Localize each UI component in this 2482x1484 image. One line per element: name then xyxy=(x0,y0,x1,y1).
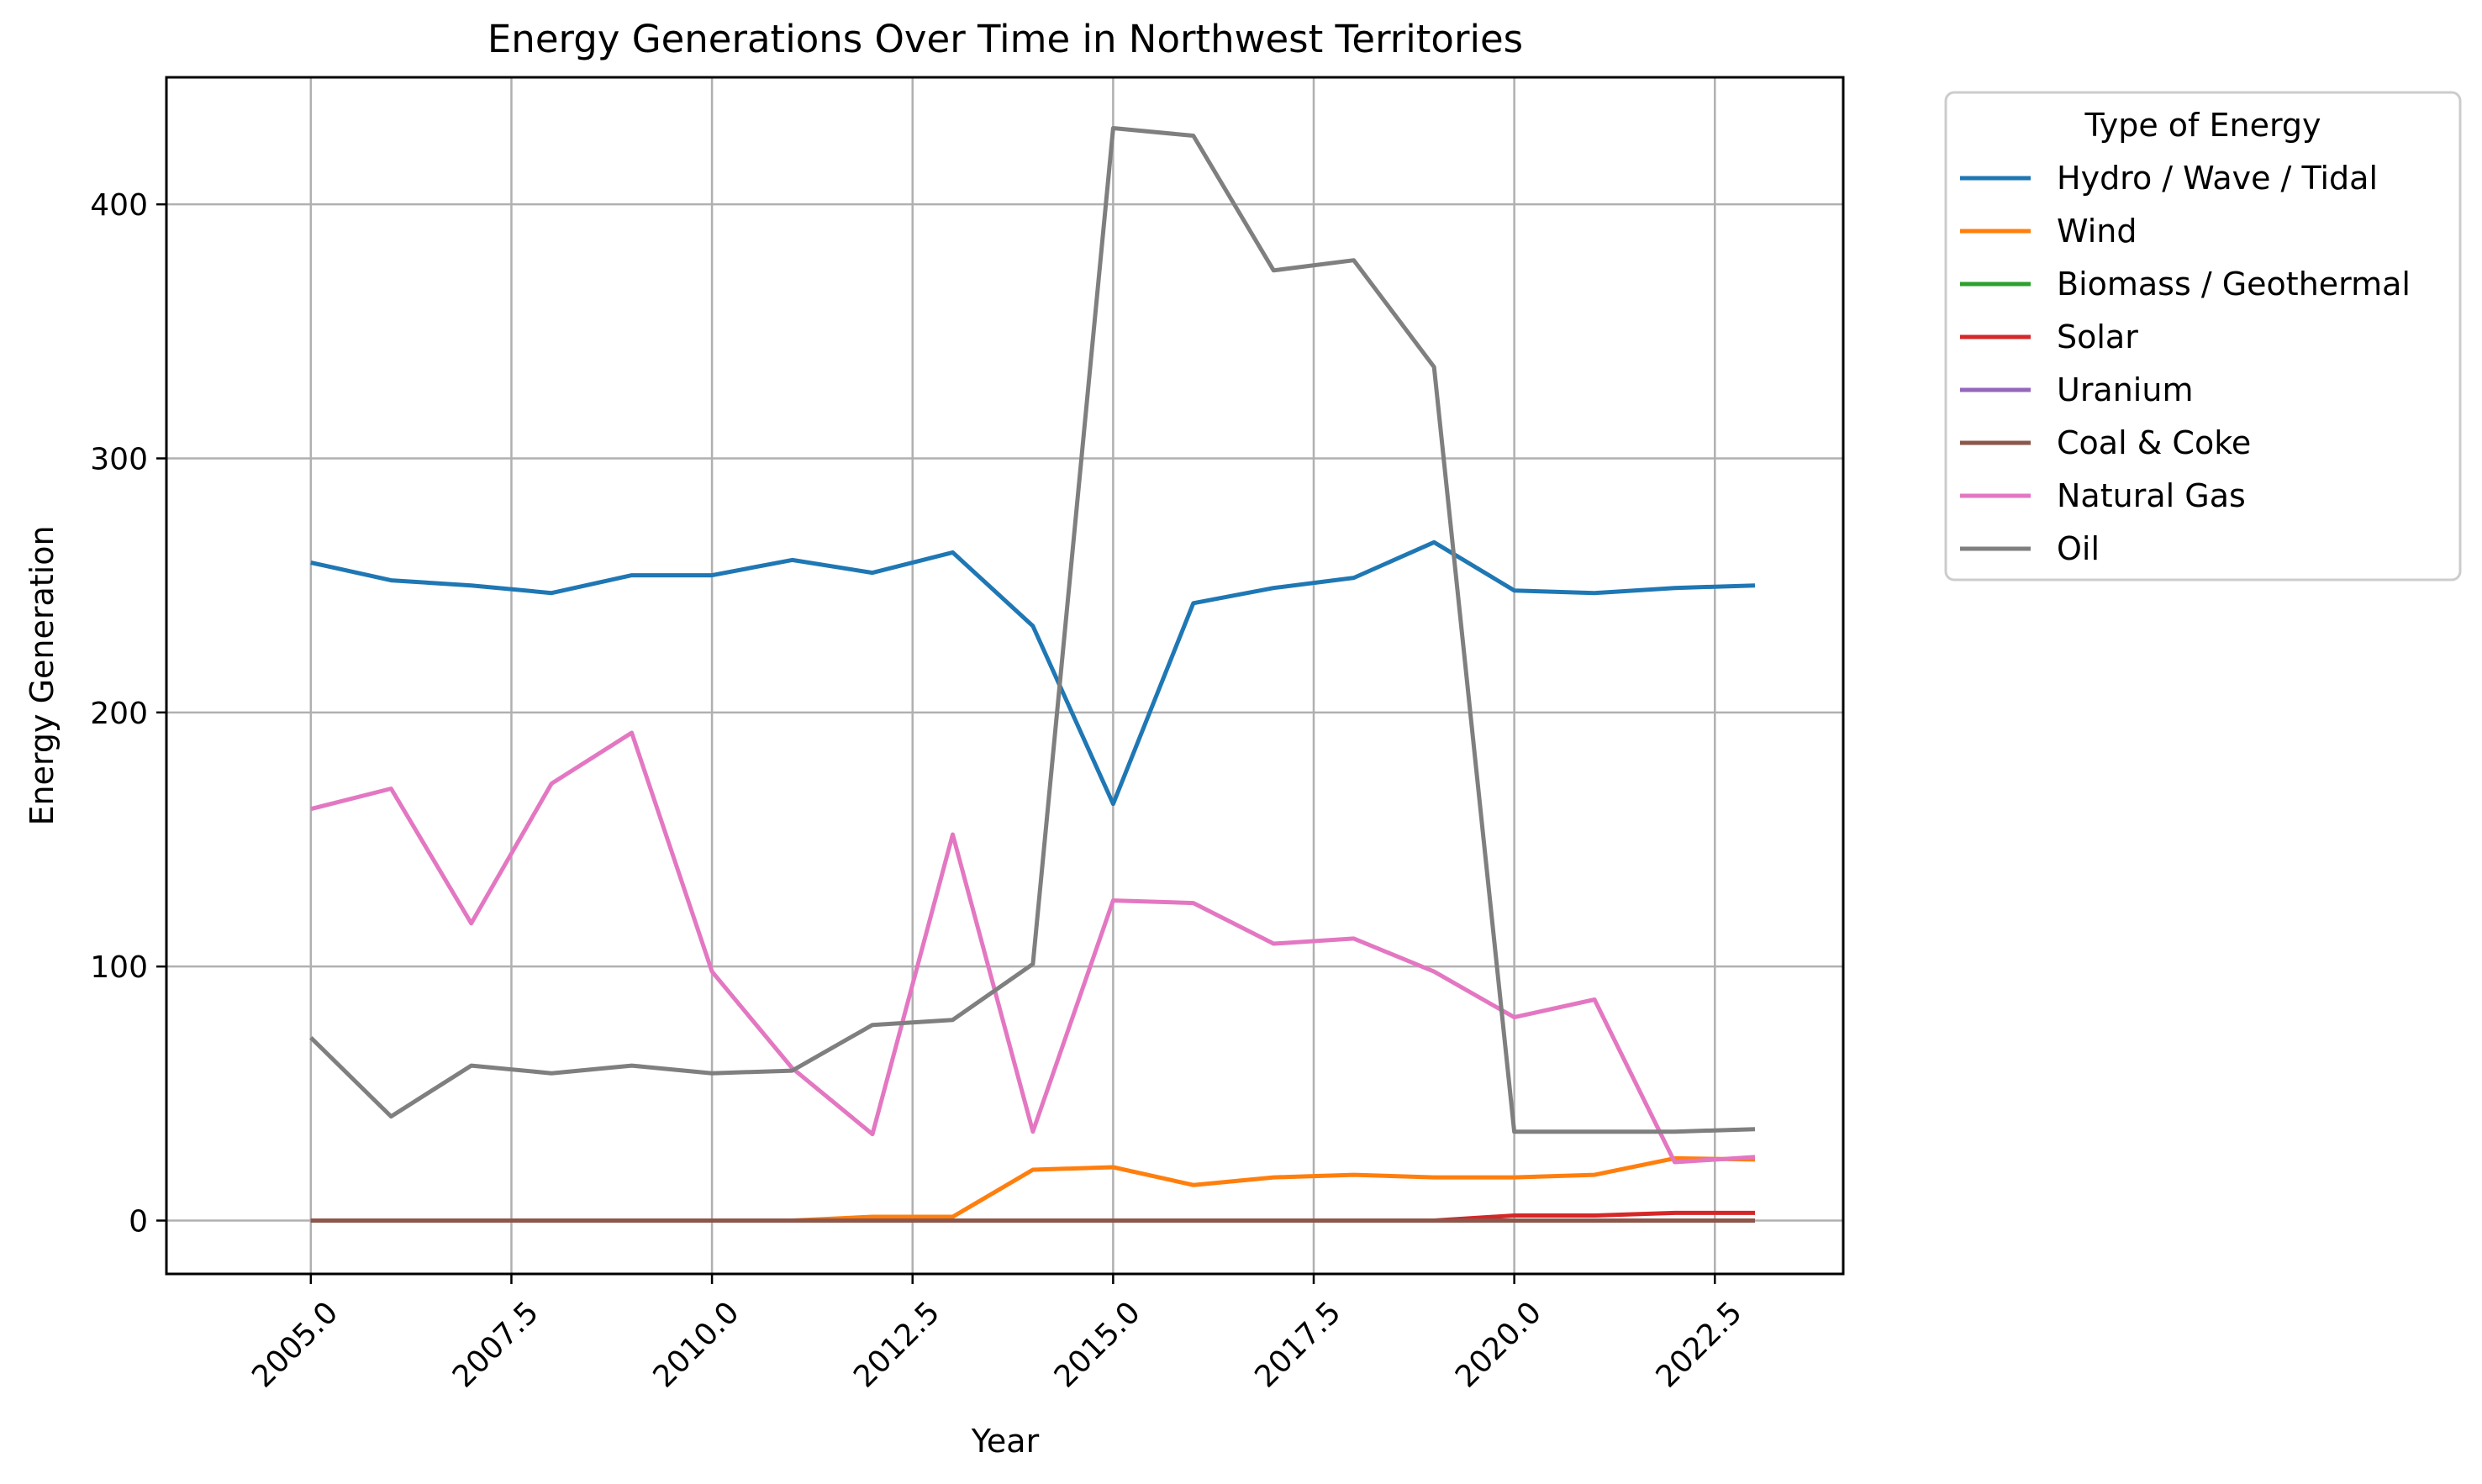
series-line-natural-gas xyxy=(310,730,1756,1165)
x-tick-label: 2020.0 xyxy=(1449,1295,1548,1394)
y-axis: 0 100 200 300 400 xyxy=(90,188,166,1239)
grid xyxy=(166,77,1843,1274)
legend-label: Hydro / Wave / Tidal xyxy=(2057,160,2378,197)
legend-label: Coal & Coke xyxy=(2057,424,2251,461)
y-tick-label: 400 xyxy=(90,188,148,223)
legend-item-coal-coke: Coal & Coke xyxy=(1960,424,2251,461)
series-line-hydro-wave-tidal xyxy=(310,539,1756,807)
y-axis-label: Energy Generation xyxy=(24,525,61,825)
legend-box xyxy=(1944,91,2462,581)
series-line-wind xyxy=(310,1155,1756,1223)
chart-title: Energy Generations Over Time in Northwes… xyxy=(487,17,1523,61)
y-tick-label: 300 xyxy=(90,443,148,477)
x-tick-label: 2022.5 xyxy=(1650,1295,1749,1394)
x-axis: 2005.0 2007.5 2010.0 2012.5 2015.0 2017.5 2020… xyxy=(245,1274,1749,1395)
legend-item-biomass-geothermal: Biomass / Geothermal xyxy=(1960,266,2411,303)
x-tick-label: 2017.5 xyxy=(1248,1295,1347,1394)
x-tick-label: 2005.0 xyxy=(245,1295,345,1394)
legend-item-oil: Oil xyxy=(1960,530,2100,567)
legend: Type of Energy Hydro / Wave / Tidal Wind B… xyxy=(1944,91,2462,581)
y-tick-label: 100 xyxy=(90,950,148,985)
x-tick-label: 2015.0 xyxy=(1048,1295,1147,1394)
legend-item-wind: Wind xyxy=(1960,213,2137,250)
legend-label: Uranium xyxy=(2057,371,2193,408)
legend-label: Oil xyxy=(2057,530,2100,567)
y-tick-label: 0 xyxy=(129,1205,148,1239)
legend-label: Solar xyxy=(2057,318,2138,355)
legend-label: Biomass / Geothermal xyxy=(2057,266,2411,303)
legend-title: Type of Energy xyxy=(2084,107,2321,144)
x-tick-label: 2010.0 xyxy=(646,1295,746,1394)
legend-item-solar: Solar xyxy=(1960,318,2138,355)
legend-item-uranium: Uranium xyxy=(1960,371,2193,408)
legend-items: Hydro / Wave / Tidal Wind Biomass / Geothe… xyxy=(1960,160,2411,567)
y-tick-label: 200 xyxy=(90,697,148,731)
x-tick-label: 2007.5 xyxy=(446,1295,545,1394)
legend-label: Wind xyxy=(2057,213,2137,250)
legend-item-hydro-wave-tidal: Hydro / Wave / Tidal xyxy=(1960,160,2378,197)
x-tick-label: 2012.5 xyxy=(847,1295,946,1394)
legend-item-natural-gas: Natural Gas xyxy=(1960,477,2246,514)
plot-frame xyxy=(165,76,1845,1276)
series-line-oil xyxy=(309,126,1756,1134)
x-axis-label: Year xyxy=(971,1423,1040,1460)
series-lines xyxy=(309,126,1756,1223)
legend-label: Natural Gas xyxy=(2057,477,2246,514)
